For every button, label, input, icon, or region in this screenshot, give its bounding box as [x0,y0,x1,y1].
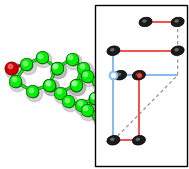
Ellipse shape [139,17,152,27]
Ellipse shape [132,136,145,145]
Ellipse shape [107,136,120,145]
Ellipse shape [171,17,184,27]
Ellipse shape [117,73,121,76]
Bar [95,5,187,166]
Ellipse shape [110,138,115,141]
Ellipse shape [171,46,184,55]
Ellipse shape [132,70,145,80]
Ellipse shape [136,138,140,141]
Ellipse shape [174,19,179,23]
Ellipse shape [110,48,115,51]
Ellipse shape [174,48,179,51]
Ellipse shape [142,19,147,23]
Ellipse shape [136,73,140,76]
Ellipse shape [114,70,126,80]
Ellipse shape [107,46,120,55]
